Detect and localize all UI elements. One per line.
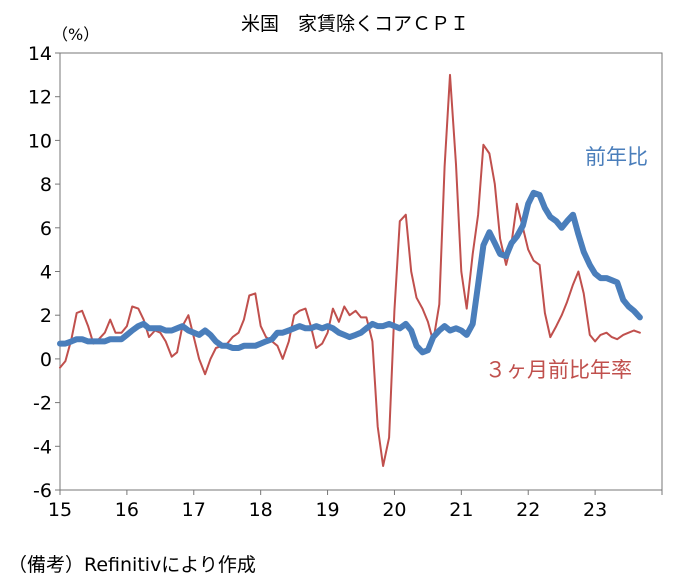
x-tick-label: 20 xyxy=(382,499,406,521)
x-tick-label: 18 xyxy=(249,499,273,521)
y-tick-label: 10 xyxy=(28,130,52,152)
series-line-3m-annualized xyxy=(59,73,641,467)
x-axis: 15 16 17 18 19 20 21 22 23 xyxy=(48,490,663,521)
x-tick-label: 21 xyxy=(449,499,473,521)
x-tick-label: 16 xyxy=(115,499,139,521)
series-label-3m-annualized: ３ヶ月前比年率 xyxy=(485,358,632,382)
y-tick-label: -2 xyxy=(33,393,52,415)
chart-title: 米国 家賃除くコアＣＰＩ xyxy=(241,13,469,35)
y-axis: 14 12 10 8 6 4 2 0 -2 -4 -6 xyxy=(28,43,60,502)
series-line-yoy xyxy=(57,189,643,356)
x-tick-label: 17 xyxy=(182,499,206,521)
x-tick-label: 19 xyxy=(315,499,339,521)
y-tick-label: 12 xyxy=(28,87,52,109)
x-tick-label: 23 xyxy=(583,499,607,521)
y-tick-label: 4 xyxy=(40,262,52,284)
y-tick-label: 2 xyxy=(40,305,52,327)
y-tick-label: 0 xyxy=(40,349,52,371)
y-tick-label: -4 xyxy=(33,436,52,458)
plot-area-frame xyxy=(59,52,663,491)
x-tick-label: 15 xyxy=(48,499,72,521)
y-tick-label: 6 xyxy=(40,218,52,240)
x-tick-label: 22 xyxy=(516,499,540,521)
y-tick-label: 14 xyxy=(28,43,52,65)
series-label-yoy: 前年比 xyxy=(585,145,648,169)
y-tick-label: 8 xyxy=(40,174,52,196)
y-tick-label: -6 xyxy=(33,480,52,502)
footnote: （備考）Refinitivにより作成 xyxy=(8,554,256,576)
y-axis-unit-label: （%） xyxy=(52,25,99,44)
series-group xyxy=(57,73,643,467)
